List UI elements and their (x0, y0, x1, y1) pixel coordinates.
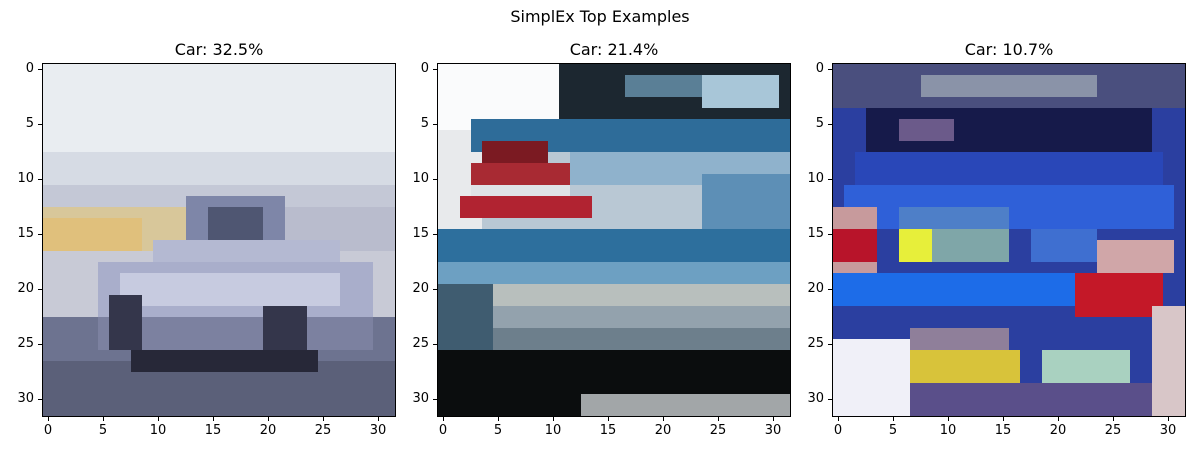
tick-label: 20 (807, 281, 824, 296)
tick-label: 0 (25, 61, 34, 76)
tick-label: 5 (98, 423, 108, 438)
tick-label: 5 (420, 116, 429, 131)
tick-mark (828, 179, 832, 180)
tick-mark (1058, 417, 1059, 421)
tick-mark (433, 179, 437, 180)
panel-title: Car: 32.5% (174, 40, 264, 59)
tick-label: 15 (599, 423, 617, 438)
tick-mark (663, 417, 664, 421)
tick-mark (443, 417, 444, 421)
tick-label: 30 (764, 423, 782, 438)
tick-label: 20 (17, 281, 34, 296)
tick-mark (103, 417, 104, 421)
tick-mark (828, 289, 832, 290)
tick-label: 15 (807, 226, 824, 241)
tick-label: 0 (43, 423, 53, 438)
tick-label: 25 (709, 423, 727, 438)
tick-mark (828, 344, 832, 345)
tick-label: 25 (807, 336, 824, 351)
example-image (42, 63, 396, 417)
tick-mark (433, 124, 437, 125)
tick-label: 0 (420, 61, 429, 76)
tick-mark (828, 124, 832, 125)
tick-mark (498, 417, 499, 421)
tick-mark (1168, 417, 1169, 421)
tick-mark (433, 234, 437, 235)
tick-mark (38, 399, 42, 400)
tick-mark (718, 417, 719, 421)
figure-title: SimplEx Top Examples (510, 7, 690, 26)
tick-label: 25 (412, 336, 429, 351)
tick-label: 30 (412, 391, 429, 406)
tick-label: 5 (888, 423, 898, 438)
tick-mark (828, 69, 832, 70)
tick-mark (38, 124, 42, 125)
example-panel-1: Car: 32.5% 0 5 10 15 20 25 30 0 5 (0, 0, 396, 450)
tick-mark (838, 417, 839, 421)
tick-label: 25 (17, 336, 34, 351)
tick-label: 10 (149, 423, 167, 438)
tick-label: 20 (412, 281, 429, 296)
tick-label: 15 (412, 226, 429, 241)
tick-label: 15 (17, 226, 34, 241)
tick-mark (893, 417, 894, 421)
tick-mark (48, 417, 49, 421)
car-image-blue-rear (438, 64, 790, 416)
tick-mark (948, 417, 949, 421)
tick-mark (608, 417, 609, 421)
tick-label: 30 (369, 423, 387, 438)
panel-title: Car: 21.4% (569, 40, 659, 59)
tick-label: 5 (815, 116, 824, 131)
tick-label: 25 (314, 423, 332, 438)
tick-mark (828, 399, 832, 400)
tick-mark (158, 417, 159, 421)
tick-mark (38, 289, 42, 290)
tick-mark (773, 417, 774, 421)
tick-mark (828, 234, 832, 235)
example-panel-3: Car: 10.7% 0 5 10 (790, 0, 1186, 450)
car-image-silver-sedan (43, 64, 395, 416)
tick-label: 10 (544, 423, 562, 438)
tick-label: 0 (438, 423, 448, 438)
example-panel-2: Car: 21.4% 0 5 10 15 (395, 0, 791, 450)
tick-mark (433, 344, 437, 345)
tick-label: 0 (833, 423, 843, 438)
example-image (832, 63, 1186, 417)
tick-label: 0 (815, 61, 824, 76)
tick-label: 25 (1104, 423, 1122, 438)
tick-mark (1003, 417, 1004, 421)
tick-mark (1113, 417, 1114, 421)
tick-label: 5 (25, 116, 34, 131)
tick-label: 30 (17, 391, 34, 406)
tick-mark (553, 417, 554, 421)
tick-mark (268, 417, 269, 421)
tick-mark (38, 69, 42, 70)
tick-mark (433, 289, 437, 290)
tick-label: 10 (412, 171, 429, 186)
tick-label: 5 (493, 423, 503, 438)
tick-mark (378, 417, 379, 421)
example-image (437, 63, 791, 417)
car-image-blue-front (833, 64, 1185, 416)
tick-mark (38, 234, 42, 235)
tick-mark (433, 69, 437, 70)
tick-label: 15 (204, 423, 222, 438)
tick-label: 10 (17, 171, 34, 186)
tick-label: 10 (939, 423, 957, 438)
tick-mark (213, 417, 214, 421)
tick-label: 20 (1049, 423, 1067, 438)
tick-mark (38, 179, 42, 180)
tick-mark (323, 417, 324, 421)
tick-mark (433, 399, 437, 400)
tick-label: 30 (807, 391, 824, 406)
tick-mark (38, 344, 42, 345)
tick-label: 20 (259, 423, 277, 438)
tick-label: 30 (1159, 423, 1177, 438)
tick-label: 10 (807, 171, 824, 186)
tick-label: 20 (654, 423, 672, 438)
tick-label: 15 (994, 423, 1012, 438)
panel-title: Car: 10.7% (964, 40, 1054, 59)
